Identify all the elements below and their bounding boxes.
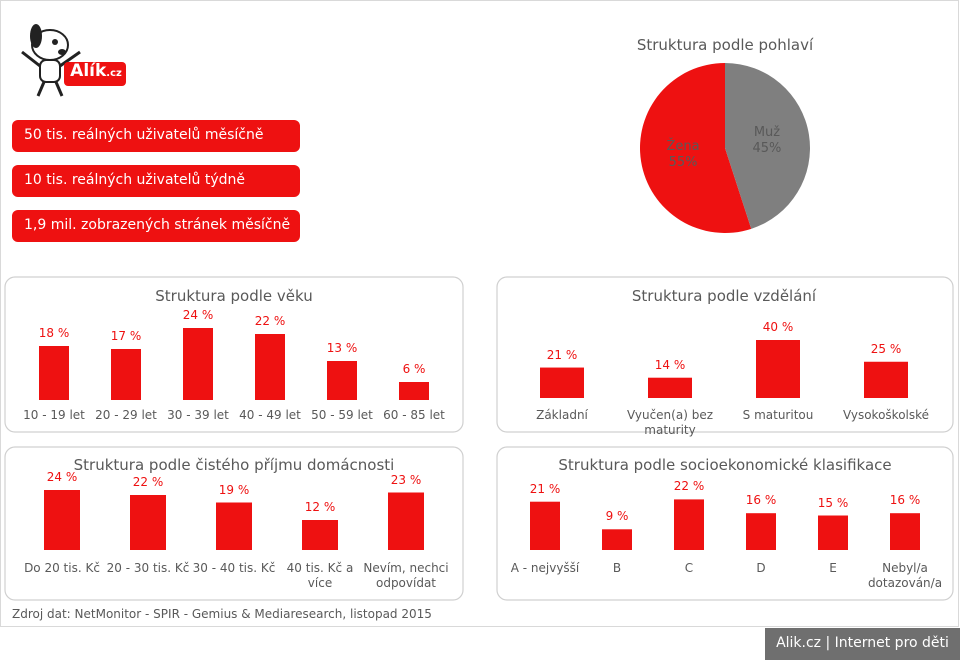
pie-slice	[725, 63, 810, 229]
value-label: 17 %	[110, 329, 142, 343]
pie-slice	[640, 63, 752, 234]
value-label: 12 %	[304, 500, 336, 514]
category-label: Základní	[536, 408, 588, 422]
bar	[746, 513, 776, 550]
stat-text: 1,9 mil. zobrazených stránek měsíčně	[24, 217, 291, 233]
value-label: 14 %	[654, 357, 686, 372]
bar	[648, 377, 692, 398]
source: Zdroj dat: NetMonitor - SPIR - Gemius & …	[12, 607, 432, 621]
category-label: Vyučen(a) bez maturity	[626, 408, 713, 437]
category-label: 60 - 85 let	[383, 408, 445, 422]
chart-title: Struktura podle socioekonomické klasifik…	[558, 456, 892, 474]
value-label: 24 %	[46, 470, 78, 484]
bar	[756, 340, 800, 398]
panel	[496, 276, 954, 433]
pie-label: Žena	[666, 138, 700, 154]
bar	[388, 492, 424, 550]
chart-title: Struktura podle věku	[155, 287, 313, 305]
bar	[130, 495, 166, 550]
value-label: 13 %	[326, 341, 358, 355]
bar	[530, 501, 560, 550]
category-label: 20 - 30 tis. Kč	[106, 561, 190, 575]
value-label: 15 %	[817, 495, 849, 510]
bar	[111, 349, 141, 400]
logo-dog	[21, 24, 126, 97]
bar	[602, 529, 632, 550]
footer: Alik.cz | Internet pro děti	[776, 635, 949, 651]
bar	[39, 346, 69, 400]
category-label: 10 - 19 let	[23, 408, 85, 422]
bar	[44, 490, 80, 550]
value-label: 6 %	[402, 362, 426, 376]
value-label: 21 %	[546, 347, 578, 362]
value-label: 24 %	[182, 308, 214, 322]
category-label: D	[756, 561, 766, 575]
bar	[216, 502, 252, 550]
stat-box	[12, 165, 300, 197]
bar	[674, 499, 704, 550]
bar	[255, 334, 285, 400]
logo: Alík.cz	[66, 61, 126, 81]
logo-name: Alík	[70, 61, 107, 81]
category-label: 20 - 29 let	[95, 408, 157, 422]
value-label: 23 %	[390, 472, 422, 487]
chart-title: Struktura podle vzdělání	[631, 287, 817, 305]
panel	[496, 446, 954, 601]
chart-title: Struktura podle čistého příjmu domácnost…	[73, 456, 395, 474]
bar	[818, 515, 848, 550]
value-label: 25 %	[870, 341, 902, 356]
category-label: 50 - 59 let	[311, 408, 373, 422]
chart-title: Struktura podle pohlaví	[636, 36, 814, 54]
pie-value-label: 55%	[668, 154, 698, 170]
category-label: C	[684, 561, 694, 575]
category-label: 30 - 39 let	[167, 408, 229, 422]
footer-box	[765, 628, 960, 660]
value-label: 22 %	[132, 475, 164, 489]
bar	[890, 513, 920, 550]
page-border	[0, 0, 959, 627]
category-label: Nebyl/a dotazován/a	[867, 561, 943, 590]
bar	[399, 382, 429, 400]
stat-text: 50 tis. reálných uživatelů měsíčně	[24, 127, 264, 143]
value-label: 40 %	[762, 320, 794, 334]
category-label: 40 tis. Kč a více	[286, 561, 354, 590]
pie-value-label: 45%	[752, 141, 782, 157]
logo-suffix: .cz	[106, 68, 122, 79]
category-label: 40 - 49 let	[239, 408, 301, 422]
value-label: 22 %	[673, 479, 705, 494]
bar	[302, 520, 338, 550]
value-label: 21 %	[529, 481, 561, 496]
bar	[864, 361, 908, 398]
bar	[540, 367, 584, 398]
bar	[183, 328, 213, 400]
stat-box	[12, 210, 300, 242]
value-label: 22 %	[254, 314, 286, 328]
category-label: Do 20 tis. Kč	[24, 561, 100, 575]
pie-label: Muž	[753, 125, 781, 141]
bar	[327, 361, 357, 400]
stat-text: 10 tis. reálných uživatelů týdně	[24, 172, 245, 188]
value-label: 16 %	[889, 493, 921, 508]
value-label: 18 %	[38, 326, 70, 340]
category-label: 30 - 40 tis. Kč	[192, 561, 276, 575]
category-label: A - nejvyšší	[510, 561, 580, 575]
category-label: Vysokoškolské	[842, 408, 930, 422]
category-label: S maturitou	[742, 408, 814, 422]
value-label: 16 %	[745, 493, 777, 508]
category-label: B	[612, 561, 622, 575]
category-label: E	[829, 561, 837, 575]
value-label: 9 %	[605, 509, 629, 524]
stat-box	[12, 120, 300, 152]
category-label: Nevím, nechci odpovídat	[363, 561, 449, 590]
value-label: 19 %	[218, 482, 250, 497]
